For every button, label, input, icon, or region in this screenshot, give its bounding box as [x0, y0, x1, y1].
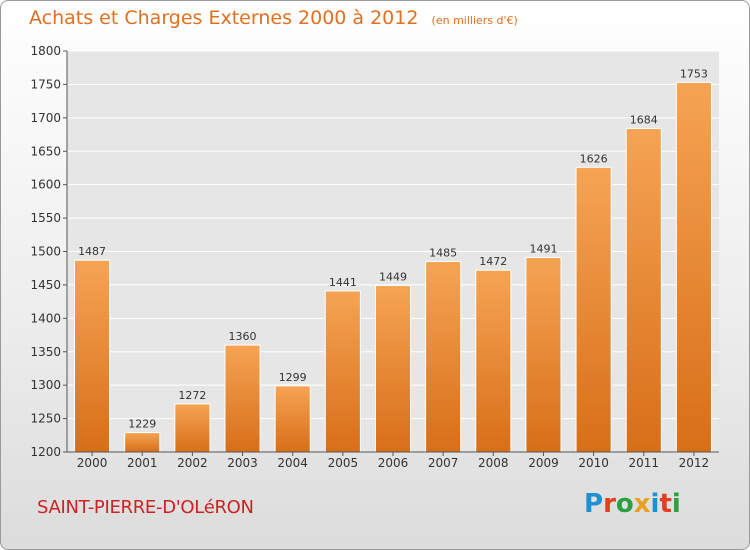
y-tick-label: 1650: [30, 144, 61, 158]
logo-letter: P: [584, 489, 604, 519]
y-tick-label: 1500: [30, 245, 61, 259]
bar-value-label: 1360: [229, 330, 257, 343]
y-tick-label: 1600: [30, 178, 61, 192]
bar: [274, 385, 311, 453]
bar: [675, 81, 712, 453]
bar: [174, 403, 211, 453]
x-tick-label: 2008: [478, 456, 509, 470]
x-tick-label: 2002: [177, 456, 208, 470]
logo-letter: t: [659, 489, 672, 519]
x-tick-label: 2006: [378, 456, 409, 470]
bar: [124, 432, 161, 453]
x-tick-label: 2009: [528, 456, 559, 470]
bar: [74, 259, 111, 453]
logo-letter: r: [603, 489, 616, 519]
bar: [525, 257, 562, 453]
bar-value-label: 1299: [279, 371, 307, 384]
y-tick-label: 1750: [30, 77, 61, 91]
x-tick-label: 2012: [679, 456, 710, 470]
y-tick-label: 1200: [30, 445, 61, 459]
bar-value-label: 1626: [580, 152, 608, 165]
bar-value-label: 1487: [78, 245, 106, 258]
x-tick-label: 2010: [578, 456, 609, 470]
bar-value-label: 1449: [379, 271, 407, 284]
logo-letter: x: [633, 489, 651, 519]
bar-value-label: 1684: [630, 114, 658, 127]
bar-value-label: 1485: [429, 247, 457, 260]
y-tick-label: 1800: [30, 44, 61, 58]
chart-title-text: Achats et Charges Externes 2000 à 2012: [29, 7, 419, 29]
logo-letter: i: [671, 489, 681, 519]
bar-value-label: 1753: [680, 67, 708, 80]
y-tick-label: 1250: [30, 412, 61, 426]
chart-title: Achats et Charges Externes 2000 à 2012 (…: [29, 7, 518, 29]
bar: [625, 128, 662, 453]
x-tick-label: 2004: [277, 456, 308, 470]
bar: [475, 269, 512, 453]
y-tick-label: 1300: [30, 378, 61, 392]
bar-value-label: 1229: [128, 418, 156, 431]
bar-value-label: 1272: [178, 389, 206, 402]
logo-letter: i: [650, 489, 660, 519]
bar: [575, 166, 612, 453]
bar: [224, 344, 261, 453]
x-tick-label: 2000: [77, 456, 108, 470]
bar: [324, 290, 361, 453]
y-tick-label: 1450: [30, 278, 61, 292]
bar-value-label: 1441: [329, 276, 357, 289]
bar-value-label: 1472: [479, 255, 507, 268]
bar-value-label: 1491: [529, 243, 557, 256]
y-tick-label: 1400: [30, 311, 61, 325]
x-tick-label: 2005: [328, 456, 359, 470]
proxiti-logo: Proxiti: [584, 489, 681, 519]
bar: [425, 261, 462, 453]
x-tick-label: 2007: [428, 456, 459, 470]
commune-name: SAINT-PIERRE-D'OLéRON: [37, 497, 254, 518]
y-tick-label: 1350: [30, 345, 61, 359]
bar: [374, 285, 412, 453]
x-tick-label: 2003: [227, 456, 258, 470]
logo-letter: o: [615, 489, 634, 519]
x-tick-label: 2011: [628, 456, 659, 470]
y-tick-label: 1700: [30, 111, 61, 125]
x-tick-label: 2001: [127, 456, 158, 470]
chart-subtitle: (en milliers d'€): [431, 14, 518, 27]
y-tick-label: 1550: [30, 211, 61, 225]
